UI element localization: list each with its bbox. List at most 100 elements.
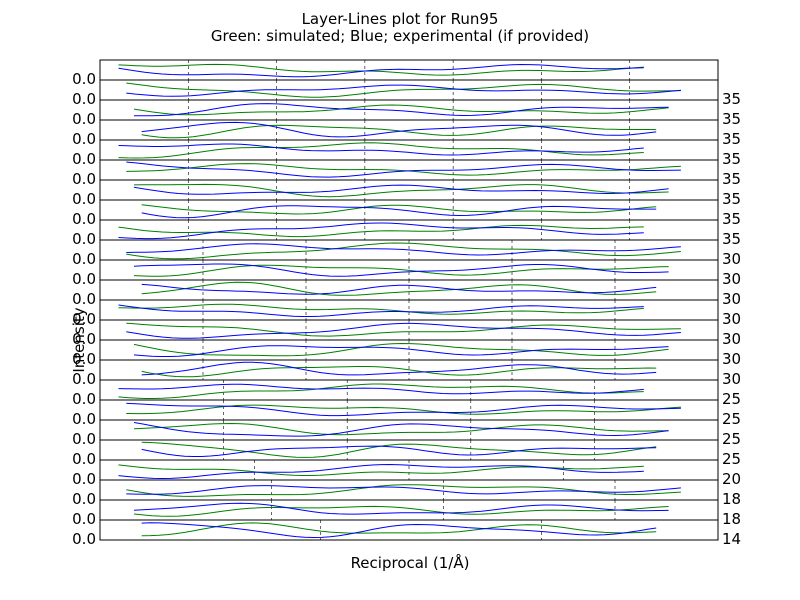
experimental-series-line [141, 445, 657, 457]
experimental-series-line [118, 222, 644, 240]
right-tick-label: 30 [722, 350, 741, 368]
right-tick-label: 35 [722, 170, 741, 188]
simulated-series-line [118, 63, 644, 76]
right-tick-label: 14 [722, 530, 741, 548]
layer-panel: 0.0 30 [72, 299, 741, 328]
layer-panel: 0.0 [72, 59, 719, 88]
experimental-series-line [126, 84, 681, 97]
right-tick-label: 30 [722, 370, 741, 388]
simulated-series-line [118, 224, 644, 238]
left-tick-label: 0.0 [72, 250, 96, 268]
layer-panel: 0.0 14 [72, 519, 741, 548]
left-tick-label: 0.0 [72, 170, 96, 188]
right-tick-label: 35 [722, 130, 741, 148]
right-tick-label: 35 [722, 110, 741, 128]
experimental-series-line [126, 322, 681, 339]
simulated-series-line [141, 281, 657, 296]
simulated-series-line [141, 441, 657, 458]
panel-frame [99, 519, 719, 541]
right-tick-label: 35 [722, 90, 741, 108]
left-tick-label: 0.0 [72, 370, 96, 388]
left-tick-label: 0.0 [72, 210, 96, 228]
left-tick-label: 0.0 [72, 310, 96, 328]
layer-panel: 0.0 30 [72, 259, 741, 288]
right-tick-label: 30 [722, 270, 741, 288]
left-tick-label: 0.0 [72, 110, 96, 128]
left-tick-label: 0.0 [72, 470, 96, 488]
experimental-series-line [141, 361, 657, 376]
layer-panel: 0.0 25 [72, 439, 741, 468]
right-tick-label: 25 [722, 410, 741, 428]
left-tick-label: 0.0 [72, 450, 96, 468]
left-tick-label: 0.0 [72, 530, 96, 548]
panel-frame [99, 179, 719, 201]
left-tick-label: 0.0 [72, 230, 96, 248]
experimental-series-line [126, 243, 681, 256]
simulated-series-line [133, 183, 669, 198]
simulated-series-line [118, 142, 644, 159]
right-tick-label: 35 [722, 150, 741, 168]
left-tick-label: 0.0 [72, 70, 96, 88]
layer-panel: 0.0 35 [72, 139, 741, 168]
experimental-series-line [141, 205, 657, 219]
left-tick-label: 0.0 [72, 90, 96, 108]
left-tick-label: 0.0 [72, 490, 96, 508]
right-tick-label: 30 [722, 310, 741, 328]
experimental-series-line [126, 485, 681, 495]
experimental-series-line [133, 345, 669, 357]
layer-panel: 0.0 30 [72, 239, 741, 268]
left-tick-label: 0.0 [72, 290, 96, 308]
layer-panel: 0.0 30 [72, 339, 741, 368]
left-tick-label: 0.0 [72, 270, 96, 288]
left-tick-label: 0.0 [72, 390, 96, 408]
experimental-series-line [133, 184, 669, 195]
right-tick-label: 30 [722, 250, 741, 268]
right-tick-label: 25 [722, 450, 741, 468]
chart-subtitle: Green: simulated; Blue; experimental (if… [211, 27, 589, 45]
panel-frame [99, 439, 719, 461]
experimental-series-line [126, 161, 681, 178]
simulated-series-line [133, 264, 669, 277]
right-tick-label: 30 [722, 330, 741, 348]
experimental-series-line [118, 383, 644, 395]
left-tick-label: 0.0 [72, 150, 96, 168]
left-tick-label: 0.0 [72, 190, 96, 208]
simulated-series-line [126, 163, 681, 176]
right-tick-label: 20 [722, 470, 741, 488]
panel-frame [99, 419, 719, 441]
chart-title: Layer-Lines plot for Run95 [302, 10, 499, 28]
simulated-series-line [118, 464, 644, 476]
experimental-series-line [126, 402, 681, 417]
experimental-series-line [141, 522, 657, 539]
panel-frame [99, 59, 719, 81]
right-tick-label: 18 [722, 490, 741, 508]
simulated-series-line [141, 366, 657, 378]
experimental-series-line [133, 502, 669, 515]
simulated-series-line [133, 422, 669, 436]
panel-frame [99, 219, 719, 241]
experimental-series-line [133, 103, 669, 117]
x-axis-label: Reciprocal (1/Å) [351, 553, 470, 572]
experimental-series-line [133, 422, 669, 437]
panel-frame [99, 379, 719, 401]
y-axis-label: Intensity [70, 307, 88, 372]
experimental-series-line [133, 263, 669, 277]
experimental-series-line [118, 463, 644, 480]
experimental-series-line [141, 283, 657, 295]
left-tick-label: 0.0 [72, 350, 96, 368]
simulated-series-line [133, 342, 669, 357]
simulated-series-line [141, 522, 657, 537]
right-tick-label: 35 [722, 190, 741, 208]
experimental-series-line [118, 304, 644, 317]
layer-panel: 0.0 35 [72, 159, 741, 188]
layer-panel: 0.0 18 [72, 479, 741, 508]
simulated-series-line [133, 505, 669, 517]
left-tick-label: 0.0 [72, 330, 96, 348]
experimental-series-line [118, 143, 644, 156]
right-tick-label: 18 [722, 510, 741, 528]
right-tick-label: 35 [722, 230, 741, 248]
simulated-series-line [126, 242, 681, 260]
left-tick-label: 0.0 [72, 410, 96, 428]
panel-stack: 0.00.0 350.0 350.0 350.0 350.0 350.0 350.0 350.… [72, 59, 741, 548]
